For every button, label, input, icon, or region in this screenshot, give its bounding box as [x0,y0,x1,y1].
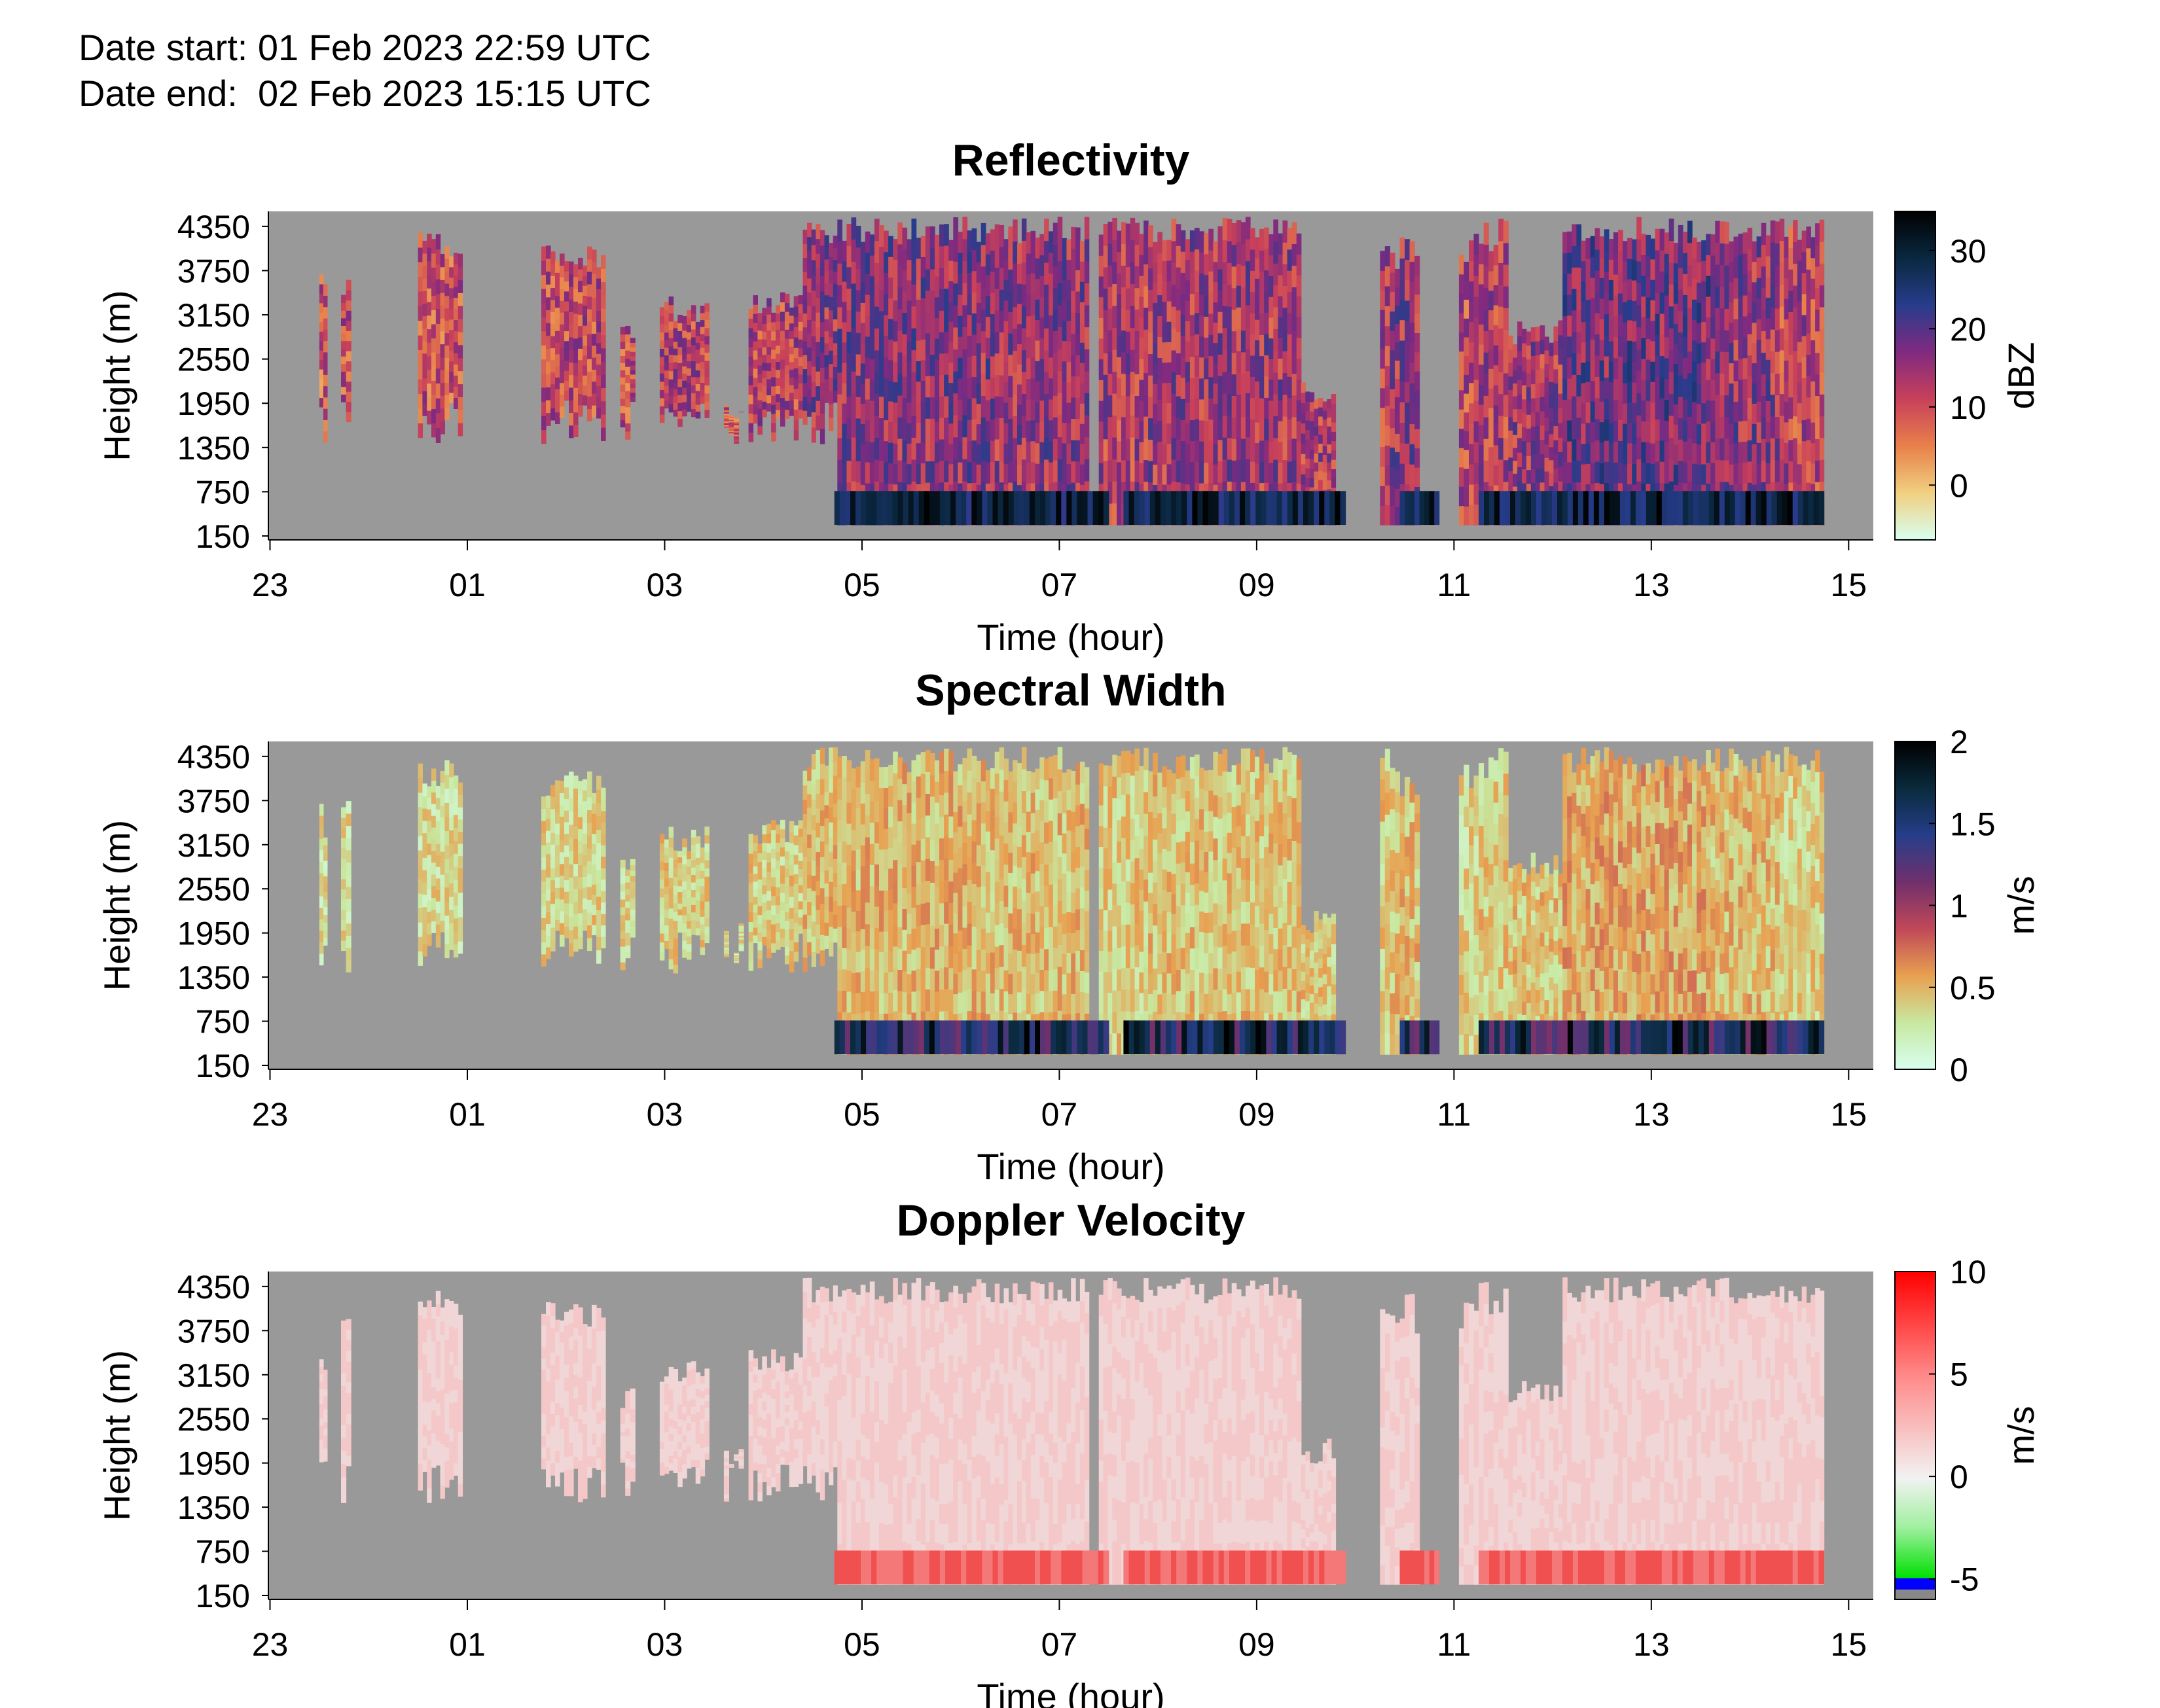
panel-1: Spectral Width 4350 3750 3150 2550 1950 1350 75… [96,666,2042,1187]
y-tick-label: 3150 [177,1357,250,1394]
y-tick-label: 750 [196,1004,250,1041]
colorbar-label: dBZ [2000,342,2042,410]
y-tick-label: 150 [196,1578,250,1614]
x-tick-label: 23 [252,567,289,603]
heatmap-field [319,217,1825,525]
x-tick-label: 09 [1238,1626,1275,1663]
colorbar: 30 20 10 0 dBZ [1894,211,2042,541]
x-tick-label: 11 [1437,1096,1471,1133]
x-tick-label: 15 [1831,1626,1867,1663]
x-tick-label: 13 [1633,1626,1670,1663]
y-axis-label: Height (m) [96,820,137,991]
y-tick-label: 3750 [177,783,250,819]
y-tick-label: 4350 [177,209,250,245]
x-tick-label: 01 [449,1096,486,1133]
x-axis-label: Time (hour) [977,1146,1164,1187]
colorbar-tick-label: 5 [1950,1357,1968,1393]
x-tick-label: 23 [252,1626,289,1663]
panel-0: Reflectivity 4350 3750 3150 2550 1950 1350 750 1… [96,135,2042,658]
y-tick-label: 150 [196,518,250,555]
colorbar-tick-label: 0 [1950,1052,1968,1088]
x-tick-label: 07 [1041,1626,1078,1663]
colorbar-tick-label: 10 [1950,389,1987,426]
colorbar-tick-label: 0 [1950,1459,1968,1495]
x-tick-label: 05 [844,1096,880,1133]
y-axis-label: Height (m) [96,290,137,461]
x-tick-label: 11 [1437,567,1471,603]
colorbar-tick-label: 30 [1950,233,1987,270]
y-tick-label: 3750 [177,253,250,289]
y-tick-label: 750 [196,1534,250,1571]
y-tick-label: 750 [196,474,250,510]
date-end-label: Date end: 02 Feb 2023 15:15 UTC [79,73,651,114]
colorbar-label: m/s [2000,1406,2042,1465]
y-tick-label: 3150 [177,827,250,864]
chart-title: Doppler Velocity [897,1196,1246,1245]
x-tick-label: 01 [449,567,486,603]
date-start-label: Date start: 01 Feb 2023 22:59 UTC [79,27,651,68]
x-tick-label: 09 [1238,567,1275,603]
y-tick-label: 2550 [177,342,250,378]
heatmap-field [319,1277,1825,1585]
x-tick-label: 07 [1041,1096,1078,1133]
colorbar: 10 5 0 -5 m/s [1894,1254,2042,1600]
colorbar-tick-label: 1.5 [1950,806,1996,842]
colorbar-tick-label: 1 [1950,888,1968,925]
x-tick-label: 05 [844,567,880,603]
x-tick-label: 07 [1041,567,1078,603]
y-tick-label: 1350 [177,959,250,996]
x-tick-label: 13 [1633,567,1670,603]
x-tick-label: 05 [844,1626,880,1663]
x-tick-label: 15 [1831,1096,1867,1133]
colorbar-tick-label: 0 [1950,467,1968,504]
y-tick-label: 4350 [177,739,250,775]
x-axis-label: Time (hour) [977,1676,1164,1708]
x-tick-label: 23 [252,1096,289,1133]
y-tick-label: 1950 [177,1446,250,1482]
x-axis-label: Time (hour) [977,616,1164,658]
x-tick-label: 01 [449,1626,486,1663]
colorbar: 2 1.5 1 0.5 0 m/s [1894,724,2042,1088]
x-tick-label: 11 [1437,1626,1471,1663]
colorbar-gradient [1894,211,1936,541]
colorbar-tick-label: 20 [1950,311,1987,347]
colorbar-gradient [1894,1271,1936,1600]
y-tick-label: 2550 [177,1401,250,1438]
y-tick-label: 4350 [177,1269,250,1306]
y-tick-label: 1950 [177,916,250,952]
y-tick-label: 3150 [177,297,250,334]
y-tick-label: 1350 [177,430,250,467]
panel-2: Doppler Velocity435037503150255019501350… [96,1196,2042,1708]
y-tick-label: 3750 [177,1313,250,1349]
x-tick-label: 09 [1238,1096,1275,1133]
y-tick-label: 150 [196,1048,250,1084]
y-tick-label: 1350 [177,1489,250,1526]
y-tick-label: 2550 [177,871,250,908]
heatmap-field [319,747,1825,1055]
colorbar-tick-label: 10 [1950,1254,1987,1290]
x-tick-label: 03 [647,567,683,603]
y-tick-label: 1950 [177,385,250,422]
y-axis-label: Height (m) [96,1350,137,1521]
colorbar-tick-label: -5 [1950,1561,1979,1598]
x-tick-label: 13 [1633,1096,1670,1133]
x-tick-label: 03 [647,1626,683,1663]
chart-title: Reflectivity [952,135,1190,185]
chart-title: Spectral Width [915,666,1226,715]
colorbar-label: m/s [2000,876,2042,934]
x-tick-label: 15 [1831,567,1867,603]
colorbar-tick-label: 2 [1950,724,1968,760]
x-tick-label: 03 [647,1096,683,1133]
colorbar-tick-label: 0.5 [1950,970,1996,1006]
